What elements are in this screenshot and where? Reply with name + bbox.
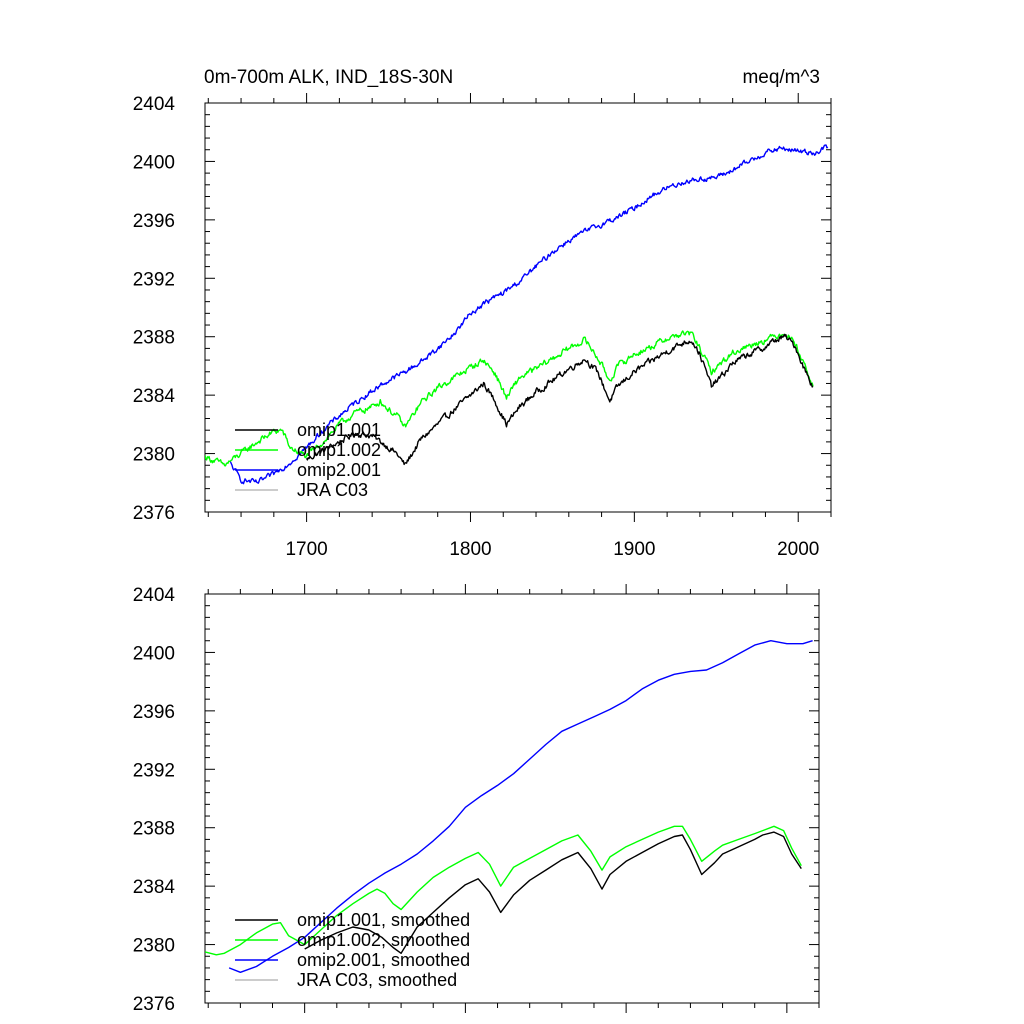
plot-frame xyxy=(204,593,820,1004)
series-line-omip1-002-smoothed xyxy=(205,825,802,956)
plot-frame xyxy=(204,102,832,513)
legend-label: JRA C03 xyxy=(297,480,368,500)
series-line-omip1-002 xyxy=(205,330,814,467)
legend-label: JRA C03, smoothed xyxy=(297,970,457,990)
x-tick-label: 1800 xyxy=(449,539,491,560)
y-tick-label: 2384 xyxy=(133,877,176,898)
x-tick-label: 2000 xyxy=(777,539,819,560)
series-line-omip1-001 xyxy=(305,333,814,466)
y-tick-label: 2388 xyxy=(133,819,175,840)
y-tick-label: 2400 xyxy=(133,152,175,173)
legend-label: omip2.001, smoothed xyxy=(297,950,470,970)
legend-label: omip1.002, smoothed xyxy=(297,930,470,950)
bottom-panel: 2376 2380 2384 2388 2392 2396 2400 2404 omip1.00… xyxy=(133,584,820,1015)
top-panel: 0m-700m ALK, IND_18S-30N meq/m^3 2376 238… xyxy=(133,67,832,560)
y-tick-label: 2404 xyxy=(133,585,176,606)
legend-label: omip1.001 xyxy=(297,420,381,440)
series-line-omip2-001 xyxy=(229,144,829,485)
y-tick-label: 2396 xyxy=(133,702,175,723)
x-tick-label: 1900 xyxy=(613,539,655,560)
y-tick-label: 2380 xyxy=(133,936,175,957)
y-tick-label: 2376 xyxy=(133,994,175,1015)
series-line-omip2-001-smoothed xyxy=(228,640,813,973)
chart-title: 0m-700m ALK, IND_18S-30N xyxy=(204,67,453,88)
legend-label: omip1.001, smoothed xyxy=(297,910,470,930)
series-line-omip1-001-smoothed xyxy=(304,831,802,954)
y-tick-label: 2396 xyxy=(133,211,175,232)
y-tick-label: 2400 xyxy=(133,643,175,664)
y-tick-label: 2376 xyxy=(133,503,175,524)
legend-label: omip1.002 xyxy=(297,440,381,460)
y-tick-label: 2380 xyxy=(133,445,175,466)
x-tick-label: 1700 xyxy=(285,539,327,560)
units-label: meq/m^3 xyxy=(742,67,820,88)
y-tick-label: 2392 xyxy=(133,269,175,290)
y-tick-label: 2392 xyxy=(133,760,175,781)
y-tick-label: 2404 xyxy=(133,94,176,115)
legend-label: omip2.001 xyxy=(297,460,381,480)
y-tick-label: 2384 xyxy=(133,386,176,407)
y-tick-label: 2388 xyxy=(133,328,175,349)
